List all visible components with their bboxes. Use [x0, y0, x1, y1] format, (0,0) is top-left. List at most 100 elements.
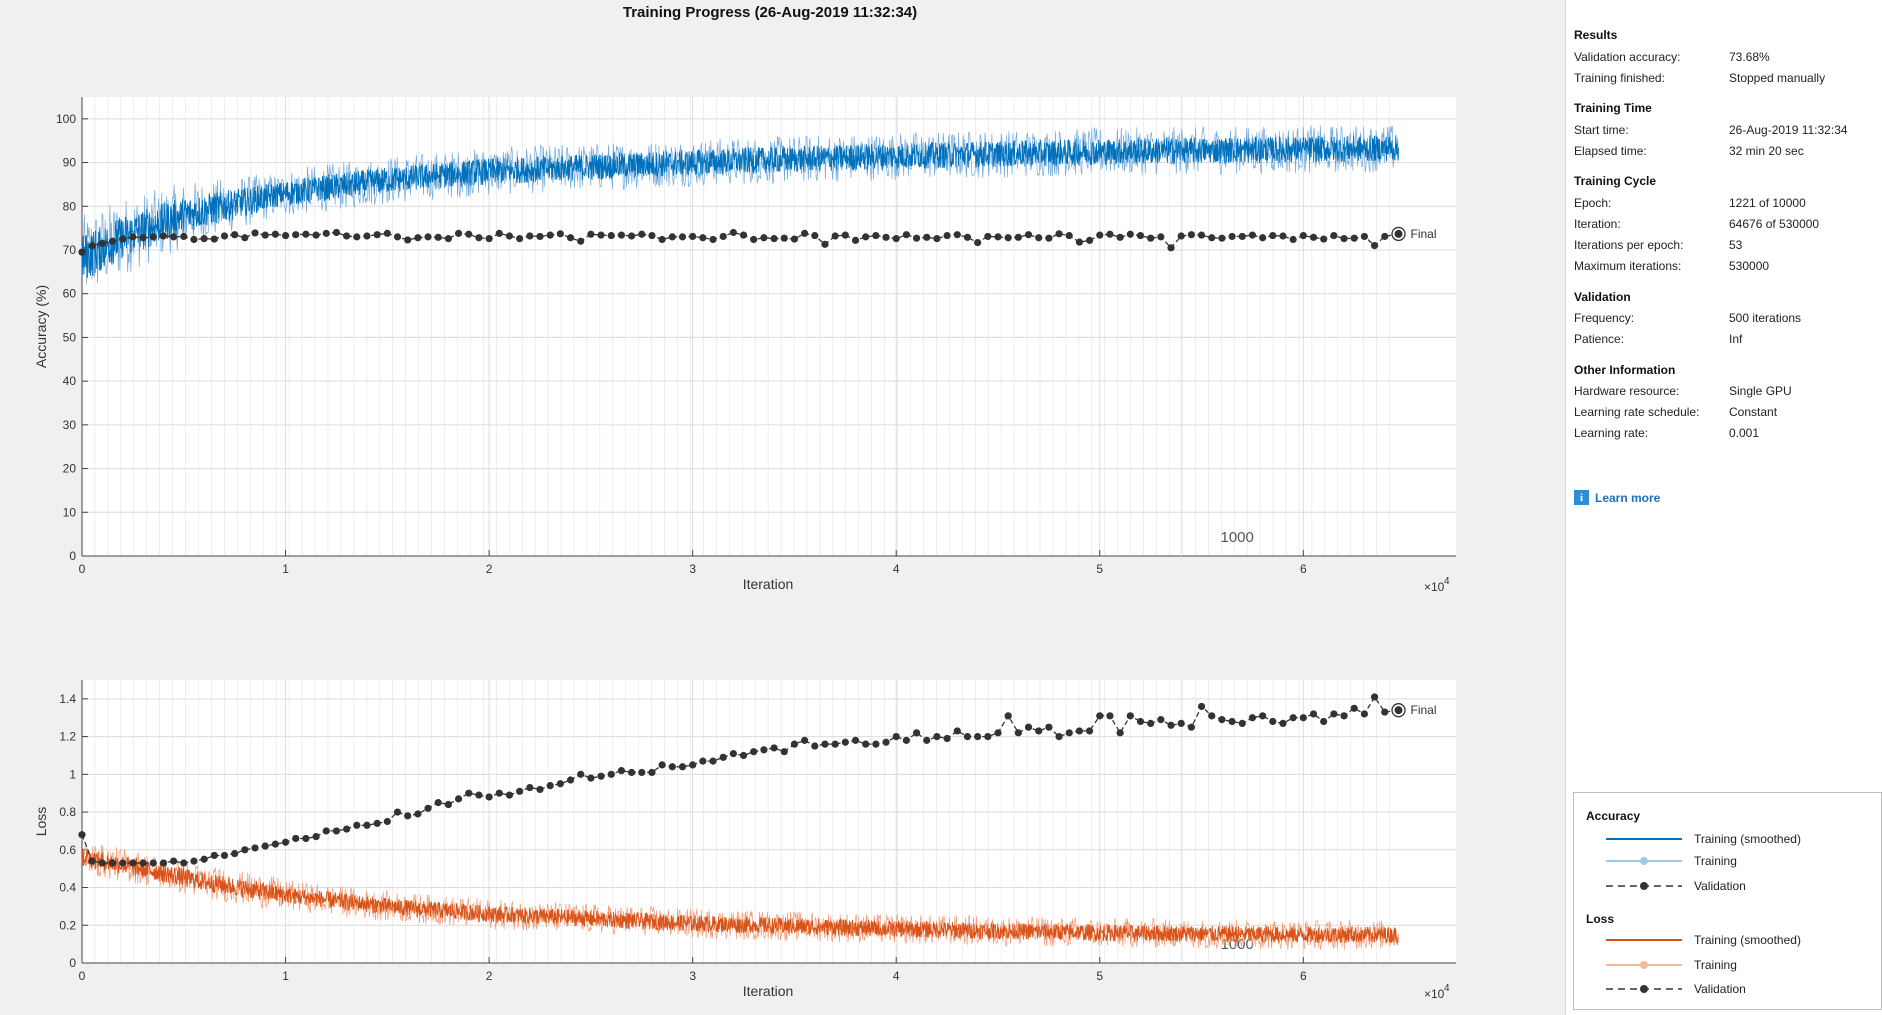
- validation-point: [1055, 733, 1063, 741]
- validation-point: [638, 230, 646, 238]
- learn-more-link[interactable]: i Learn more: [1574, 490, 1660, 505]
- validation-point: [322, 827, 330, 835]
- validation-point: [190, 857, 198, 865]
- validation-point: [719, 232, 727, 241]
- validation-point: [801, 736, 809, 744]
- validation-point: [424, 804, 432, 812]
- validation-point: [1228, 232, 1236, 241]
- validation-point: [577, 237, 585, 245]
- validation-point: [465, 230, 473, 238]
- validation-point: [556, 780, 564, 788]
- legend-accuracy-smoothed-swatch: [1606, 838, 1682, 840]
- x-tick-label: 0: [79, 562, 86, 576]
- validation-point: [1350, 704, 1358, 712]
- validation-point: [139, 859, 147, 867]
- validation-point: [1065, 729, 1073, 737]
- validation-point: [129, 233, 137, 241]
- x-exponent: ×10: [1424, 580, 1445, 594]
- validation-point: [1381, 708, 1389, 716]
- validation-point: [1208, 234, 1216, 242]
- y-tick-label: 90: [63, 156, 77, 170]
- validation-point: [770, 744, 778, 752]
- x-tick-label: 3: [689, 562, 696, 576]
- validation-point: [119, 235, 127, 243]
- validation-point: [790, 740, 799, 748]
- validation-point: [281, 231, 290, 240]
- x-axis-label: Iteration: [743, 576, 794, 592]
- validation-point: [862, 233, 870, 241]
- validation-point: [190, 235, 198, 244]
- validation-accuracy-value: 73.68%: [1729, 50, 1770, 64]
- validation-point: [546, 231, 554, 239]
- validation-point: [1309, 233, 1318, 241]
- validation-point: [210, 235, 218, 243]
- validation-point: [1309, 710, 1318, 718]
- validation-point: [159, 859, 168, 867]
- validation-point: [495, 789, 503, 797]
- validation-point: [689, 761, 697, 769]
- validation-point: [1106, 230, 1114, 238]
- legend-panel: Accuracy Training (smoothed) Training Va…: [1573, 792, 1882, 1010]
- legend-loss-validation-label: Validation: [1694, 982, 1746, 996]
- validation-point: [220, 851, 229, 860]
- validation-point: [851, 236, 860, 244]
- validation-point: [597, 231, 605, 239]
- validation-point: [974, 238, 982, 247]
- validation-point: [220, 232, 229, 240]
- validation-point: [505, 232, 514, 240]
- training-plot-area: Training Progress (26-Aug-2019 11:32:34)…: [33, 4, 1456, 1001]
- validation-heading: Validation: [1574, 290, 1631, 304]
- validation-point: [587, 774, 595, 782]
- x-tick-label: 0: [79, 969, 86, 983]
- x-tick-label: 5: [1096, 969, 1103, 983]
- training-time-heading: Training Time: [1574, 101, 1652, 115]
- validation-point: [1197, 231, 1206, 239]
- validation-point: [1360, 232, 1368, 241]
- maximum-iterations-label: Maximum iterations:: [1574, 259, 1682, 273]
- validation-point: [363, 232, 371, 240]
- validation-point: [1035, 727, 1043, 735]
- legend-accuracy-validation: Validation: [1604, 878, 1864, 894]
- final-marker-point: [1394, 706, 1403, 715]
- y-axis-label: Accuracy (%): [33, 285, 49, 368]
- patience-value: Inf: [1729, 332, 1743, 346]
- validation-point: [1259, 712, 1267, 720]
- y-tick-label: 10: [63, 505, 77, 519]
- y-axis-label: Loss: [33, 807, 49, 837]
- validation-point: [1014, 233, 1022, 241]
- validation-point: [414, 810, 422, 818]
- validation-point: [953, 231, 961, 239]
- validation-point: [292, 231, 300, 239]
- validation-point: [1116, 729, 1124, 737]
- y-tick-label: 0.4: [59, 881, 76, 895]
- validation-point: [332, 827, 341, 835]
- validation-point: [851, 736, 860, 744]
- validation-point: [1004, 712, 1012, 720]
- validation-point: [516, 787, 524, 795]
- x-exponent: ×10: [1424, 987, 1445, 1001]
- validation-point: [78, 248, 86, 256]
- validation-point: [1157, 716, 1165, 724]
- legend-loss-training-label: Training: [1694, 958, 1737, 972]
- validation-point: [790, 235, 799, 243]
- validation-point: [312, 231, 320, 239]
- x-tick-label: 2: [486, 562, 493, 576]
- validation-point: [98, 239, 106, 248]
- x-tick-label: 1: [282, 969, 289, 983]
- plot-background: [82, 97, 1456, 556]
- validation-point: [312, 832, 320, 841]
- validation-point: [526, 232, 534, 240]
- validation-point: [1014, 729, 1022, 737]
- validation-point: [607, 231, 615, 240]
- validation-point: [1197, 702, 1206, 711]
- y-tick-label: 0: [69, 956, 76, 970]
- learning-rate-label: Learning rate:: [1574, 426, 1649, 440]
- validation-point: [251, 844, 259, 852]
- validation-point: [271, 230, 279, 238]
- learn-more-label[interactable]: Learn more: [1595, 490, 1661, 505]
- validation-point: [505, 791, 514, 799]
- validation-point: [902, 736, 911, 744]
- validation-point: [1360, 710, 1368, 718]
- validation-point: [88, 857, 96, 865]
